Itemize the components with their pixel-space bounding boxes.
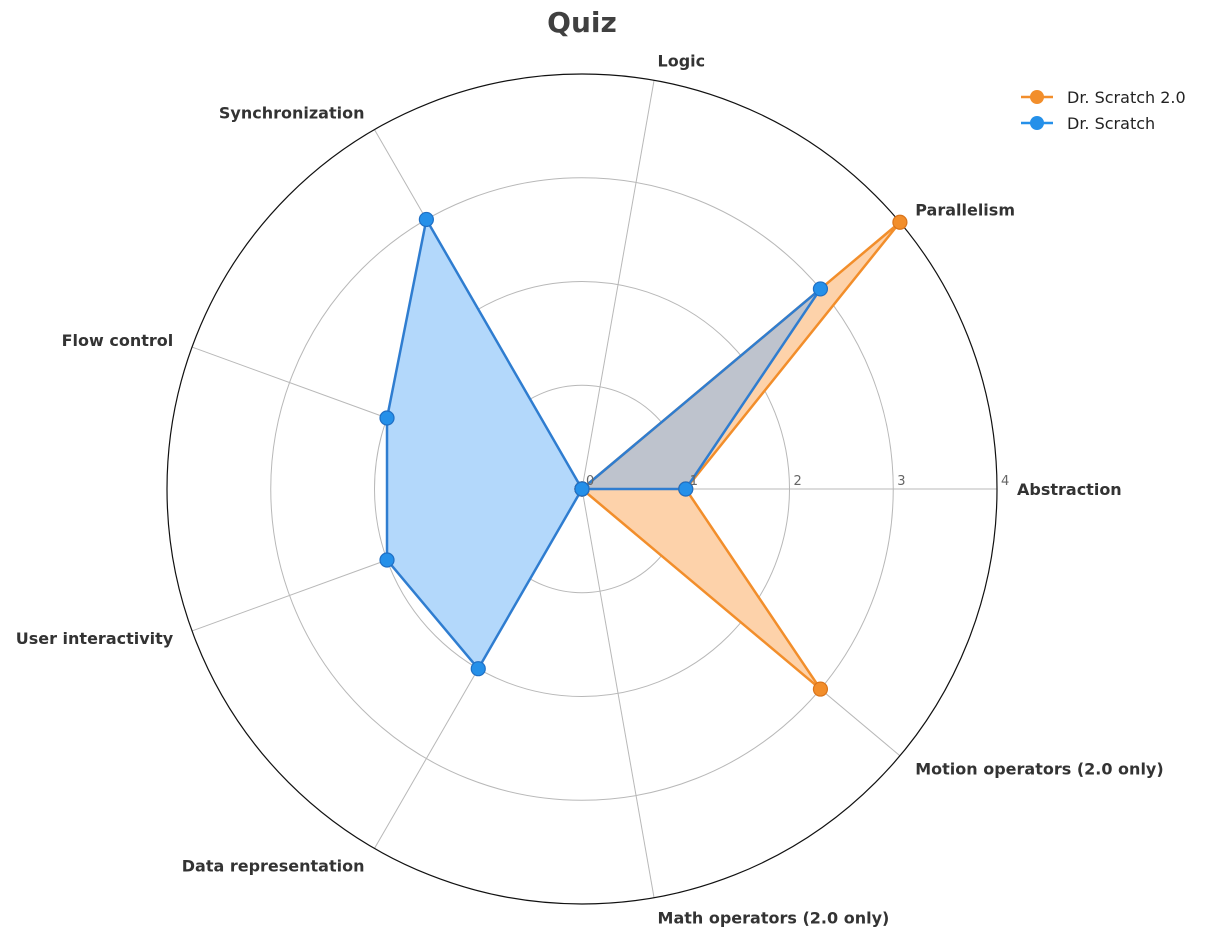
series-fill-2: [387, 219, 821, 669]
r-tick-3: 3: [897, 474, 905, 489]
legend-marker-1: [1030, 90, 1044, 104]
legend-marker-2: [1030, 116, 1044, 130]
outer-ring: [166, 73, 998, 905]
radial-tick-labels: 0 1 2 3 4: [586, 474, 1009, 489]
data-point-s1-2: [892, 214, 908, 230]
data-point-s2-5: [379, 410, 395, 426]
axis-label-9: Motion operators (2.0 only): [915, 760, 1163, 779]
data-point-s1-9: [812, 681, 829, 697]
r-tick-1: 1: [690, 474, 698, 489]
axis-label-2: Parallelism: [915, 200, 1015, 219]
legend-label-2: Dr. Scratch: [1067, 114, 1155, 133]
data-point-s2-2: [812, 281, 829, 297]
axis-label-6: User interactivity: [16, 629, 174, 648]
axis-label-3: Logic: [658, 52, 706, 71]
data-point-s2-4: [418, 211, 434, 228]
spoke-3: [581, 80, 655, 490]
legend-label-1: Dr. Scratch 2.0: [1067, 88, 1186, 107]
spoke-8: [581, 488, 655, 898]
axis-label-4: Synchronization: [219, 103, 365, 122]
data-point-s2-9: [574, 481, 590, 497]
chart-title: Quiz: [547, 6, 617, 39]
axis-label-5: Flow control: [62, 331, 174, 350]
series-fills: [387, 219, 900, 690]
axis-label-7: Data representation: [182, 857, 365, 876]
axis-label-8: Math operators (2.0 only): [658, 908, 890, 927]
r-tick-4: 4: [1001, 474, 1009, 489]
data-point-s2-7: [470, 661, 486, 677]
axis-labels: Abstraction Parallelism Logic Synchronizati…: [16, 52, 1164, 928]
series-points: [379, 211, 908, 697]
data-point-s2-1: [678, 481, 694, 497]
axis-label-1: Abstraction: [1017, 480, 1122, 499]
legend: Dr. Scratch 2.0 Dr. Scratch: [1021, 88, 1186, 133]
r-tick-2: 2: [794, 474, 802, 489]
r-tick-0: 0: [586, 474, 594, 489]
data-point-s2-6: [379, 552, 395, 568]
